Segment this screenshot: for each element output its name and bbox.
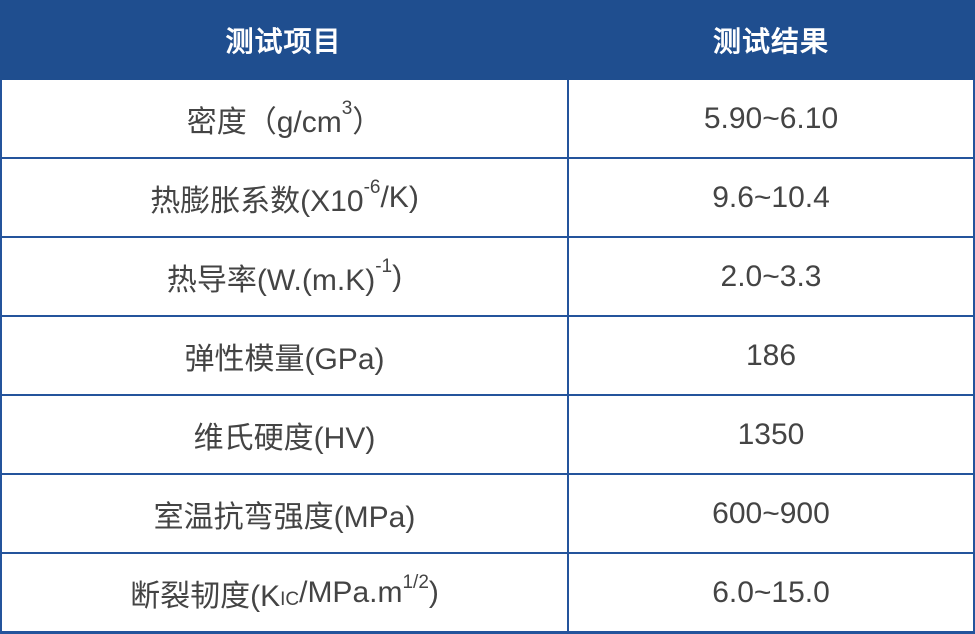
test-result-cell: 186 <box>745 338 797 372</box>
test-result-cell: 5.90~6.10 <box>703 101 839 135</box>
test-result-cell: 1350 <box>737 417 805 451</box>
table-header-row: 测试项目 测试结果 <box>0 0 975 80</box>
test-result-cell: 2.0~3.3 <box>720 259 822 293</box>
test-result-cell: 6.0~15.0 <box>712 575 830 609</box>
test-item-cell: 密度（g/cm 3） <box>2 80 569 157</box>
test-item-cell: 热膨胀系数(X10 -6/K) <box>2 159 569 236</box>
test-item-cell: 弹性模量(GPa) <box>2 317 569 394</box>
test-item-cell: 断裂韧度(K IC/MPa.m 1/2) <box>2 554 569 631</box>
table-row: 维氏硬度(HV) 1350 <box>2 396 973 475</box>
column-header-test-item: 测试项目 <box>225 26 342 57</box>
test-result-cell: 600~900 <box>712 496 830 530</box>
column-header-test-result: 测试结果 <box>712 26 829 57</box>
table-row: 室温抗弯强度(MPa) 600~900 <box>2 475 973 554</box>
table-row: 热导率(W.(m.K) -1) 2.0~3.3 <box>2 238 973 317</box>
table-row: 热膨胀系数(X10 -6/K) 9.6~10.4 <box>2 159 973 238</box>
table-row: 断裂韧度(K IC/MPa.m 1/2) 6.0~15.0 <box>2 554 973 631</box>
table-row: 弹性模量(GPa) 186 <box>2 317 973 396</box>
test-item-cell: 维氏硬度(HV) <box>2 396 569 473</box>
test-item-cell: 热导率(W.(m.K) -1) <box>2 238 569 315</box>
test-result-cell: 9.6~10.4 <box>712 180 830 214</box>
test-item-cell: 室温抗弯强度(MPa) <box>2 475 569 552</box>
table-row: 密度（g/cm 3） 5.90~6.10 <box>2 80 973 159</box>
table-body: 密度（g/cm 3） 5.90~6.10 热膨胀系数(X10 -6/K) 9.6~10.4… <box>0 80 975 631</box>
